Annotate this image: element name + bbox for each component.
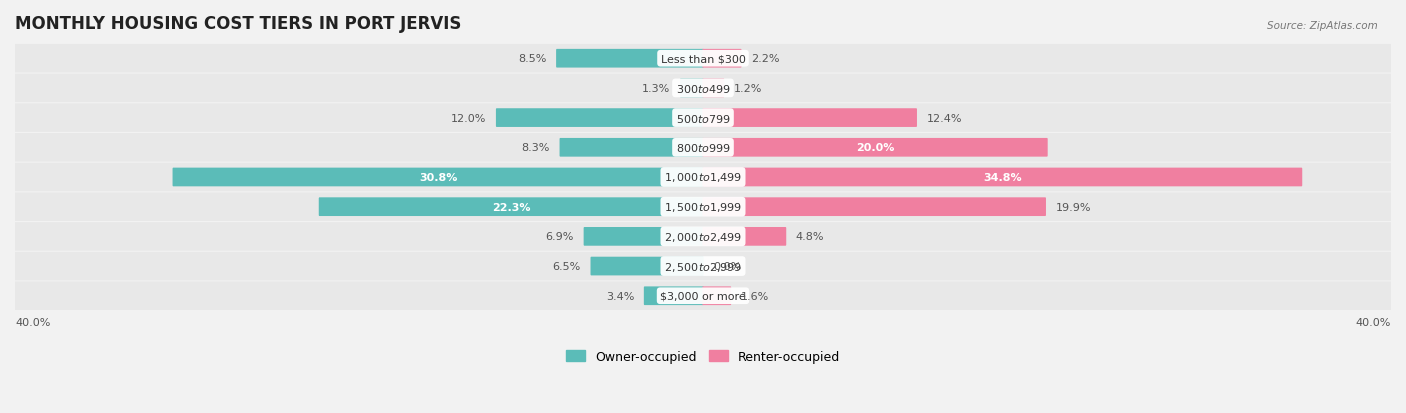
- Text: $2,000 to $2,499: $2,000 to $2,499: [664, 230, 742, 243]
- Text: $1,500 to $1,999: $1,500 to $1,999: [664, 201, 742, 214]
- FancyBboxPatch shape: [591, 257, 703, 276]
- Text: $1,000 to $1,499: $1,000 to $1,499: [664, 171, 742, 184]
- Text: 6.5%: 6.5%: [553, 261, 581, 271]
- Text: 1.2%: 1.2%: [734, 84, 762, 94]
- Text: $300 to $499: $300 to $499: [675, 83, 731, 95]
- FancyBboxPatch shape: [15, 223, 1391, 251]
- FancyBboxPatch shape: [703, 168, 1302, 187]
- FancyBboxPatch shape: [703, 79, 724, 98]
- FancyBboxPatch shape: [15, 193, 1391, 221]
- Text: 34.8%: 34.8%: [983, 173, 1022, 183]
- Text: 2.2%: 2.2%: [751, 54, 780, 64]
- Text: $2,500 to $2,999: $2,500 to $2,999: [664, 260, 742, 273]
- FancyBboxPatch shape: [703, 287, 731, 305]
- FancyBboxPatch shape: [703, 139, 1047, 157]
- FancyBboxPatch shape: [557, 50, 703, 69]
- FancyBboxPatch shape: [496, 109, 703, 128]
- FancyBboxPatch shape: [560, 139, 703, 157]
- FancyBboxPatch shape: [583, 228, 703, 246]
- FancyBboxPatch shape: [319, 198, 703, 216]
- FancyBboxPatch shape: [703, 109, 917, 128]
- Text: 6.9%: 6.9%: [546, 232, 574, 242]
- Text: 30.8%: 30.8%: [419, 173, 457, 183]
- FancyBboxPatch shape: [15, 45, 1391, 73]
- Text: Less than $300: Less than $300: [661, 54, 745, 64]
- Text: 3.4%: 3.4%: [606, 291, 634, 301]
- Text: 1.6%: 1.6%: [741, 291, 769, 301]
- Text: MONTHLY HOUSING COST TIERS IN PORT JERVIS: MONTHLY HOUSING COST TIERS IN PORT JERVI…: [15, 15, 461, 33]
- FancyBboxPatch shape: [15, 282, 1391, 310]
- FancyBboxPatch shape: [15, 74, 1391, 103]
- Text: 12.0%: 12.0%: [451, 113, 486, 123]
- Text: 22.3%: 22.3%: [492, 202, 530, 212]
- Text: $500 to $799: $500 to $799: [675, 112, 731, 124]
- FancyBboxPatch shape: [703, 198, 1046, 216]
- Text: 0.0%: 0.0%: [713, 261, 741, 271]
- Text: 19.9%: 19.9%: [1056, 202, 1091, 212]
- FancyBboxPatch shape: [681, 79, 703, 98]
- Text: 40.0%: 40.0%: [1355, 318, 1391, 328]
- FancyBboxPatch shape: [15, 104, 1391, 133]
- FancyBboxPatch shape: [644, 287, 703, 305]
- Text: 4.8%: 4.8%: [796, 232, 824, 242]
- FancyBboxPatch shape: [15, 252, 1391, 280]
- Text: 40.0%: 40.0%: [15, 318, 51, 328]
- Legend: Owner-occupied, Renter-occupied: Owner-occupied, Renter-occupied: [561, 345, 845, 368]
- Text: 1.3%: 1.3%: [643, 84, 671, 94]
- FancyBboxPatch shape: [703, 50, 741, 69]
- FancyBboxPatch shape: [703, 228, 786, 246]
- Text: 20.0%: 20.0%: [856, 143, 894, 153]
- Text: $3,000 or more: $3,000 or more: [661, 291, 745, 301]
- FancyBboxPatch shape: [15, 163, 1391, 192]
- Text: 8.5%: 8.5%: [517, 54, 547, 64]
- FancyBboxPatch shape: [173, 168, 703, 187]
- Text: $800 to $999: $800 to $999: [675, 142, 731, 154]
- Text: 8.3%: 8.3%: [522, 143, 550, 153]
- Text: 12.4%: 12.4%: [927, 113, 962, 123]
- FancyBboxPatch shape: [15, 134, 1391, 162]
- Text: Source: ZipAtlas.com: Source: ZipAtlas.com: [1267, 21, 1378, 31]
